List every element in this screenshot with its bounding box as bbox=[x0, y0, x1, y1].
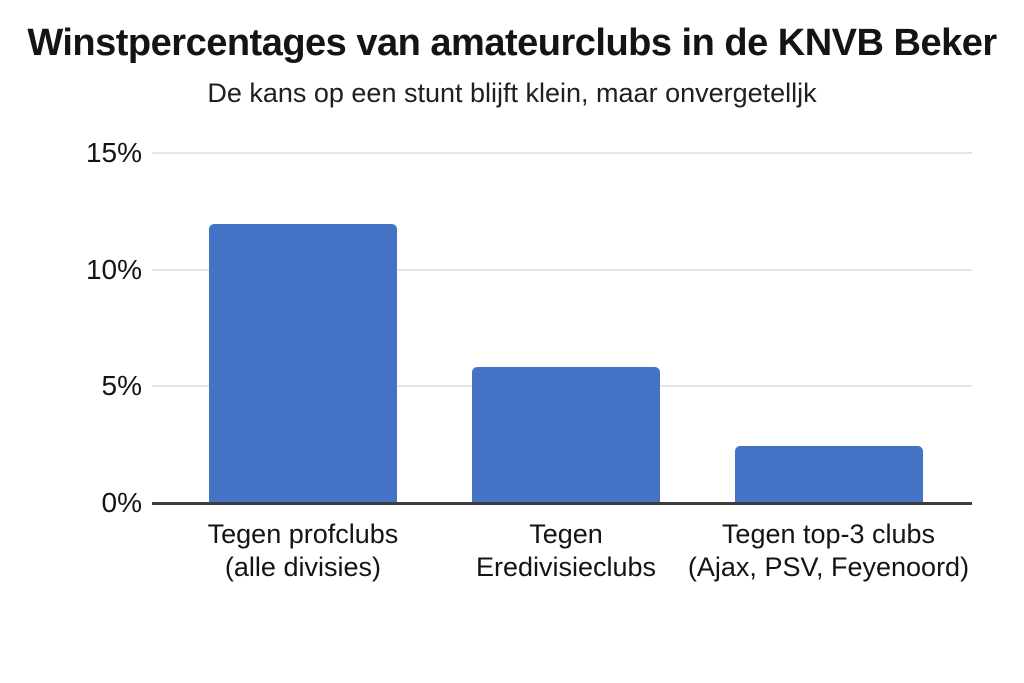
y-tick-label-5%: 5% bbox=[101, 370, 142, 402]
bar-2 bbox=[472, 366, 661, 502]
x-tick-label-1: Tegen profclubs (alle divisies) bbox=[143, 518, 463, 584]
x-tick-label-2-line2: Eredivisieclubs bbox=[475, 552, 657, 582]
x-tick-label-3-line2: (Ajax, PSV, Feyenoord) bbox=[687, 552, 970, 582]
y-tick-label-15%: 15% bbox=[85, 137, 142, 168]
x-tick-label-1-line1: Tegen profclubs bbox=[207, 519, 399, 549]
x-tick-label-2: Tegen Eredivisieclubs bbox=[406, 518, 726, 584]
x-tick-label-3: Tegen top-3 clubs (Ajax, PSV, Feyenoord) bbox=[669, 518, 989, 584]
chart-subtitle: De kans op een stunt blijft klein, maar … bbox=[207, 78, 817, 108]
y-tick-label-10%: 10% bbox=[85, 253, 142, 285]
x-axis-line bbox=[152, 502, 972, 505]
x-tick-label-3-line1: Tegen top-3 clubs bbox=[721, 519, 936, 549]
bar-1 bbox=[208, 224, 397, 502]
plot-area bbox=[152, 152, 972, 505]
gridline-10% bbox=[152, 268, 972, 271]
gridline-15% bbox=[152, 152, 972, 154]
bar-3 bbox=[734, 446, 923, 502]
chart-title: Winstpercentages van amateurclubs in de … bbox=[27, 22, 997, 64]
y-tick-label-0%: 0% bbox=[101, 487, 142, 518]
x-tick-label-2-line1: Tegen bbox=[529, 519, 603, 549]
x-tick-label-1-line2: (alle divisies) bbox=[224, 552, 381, 582]
